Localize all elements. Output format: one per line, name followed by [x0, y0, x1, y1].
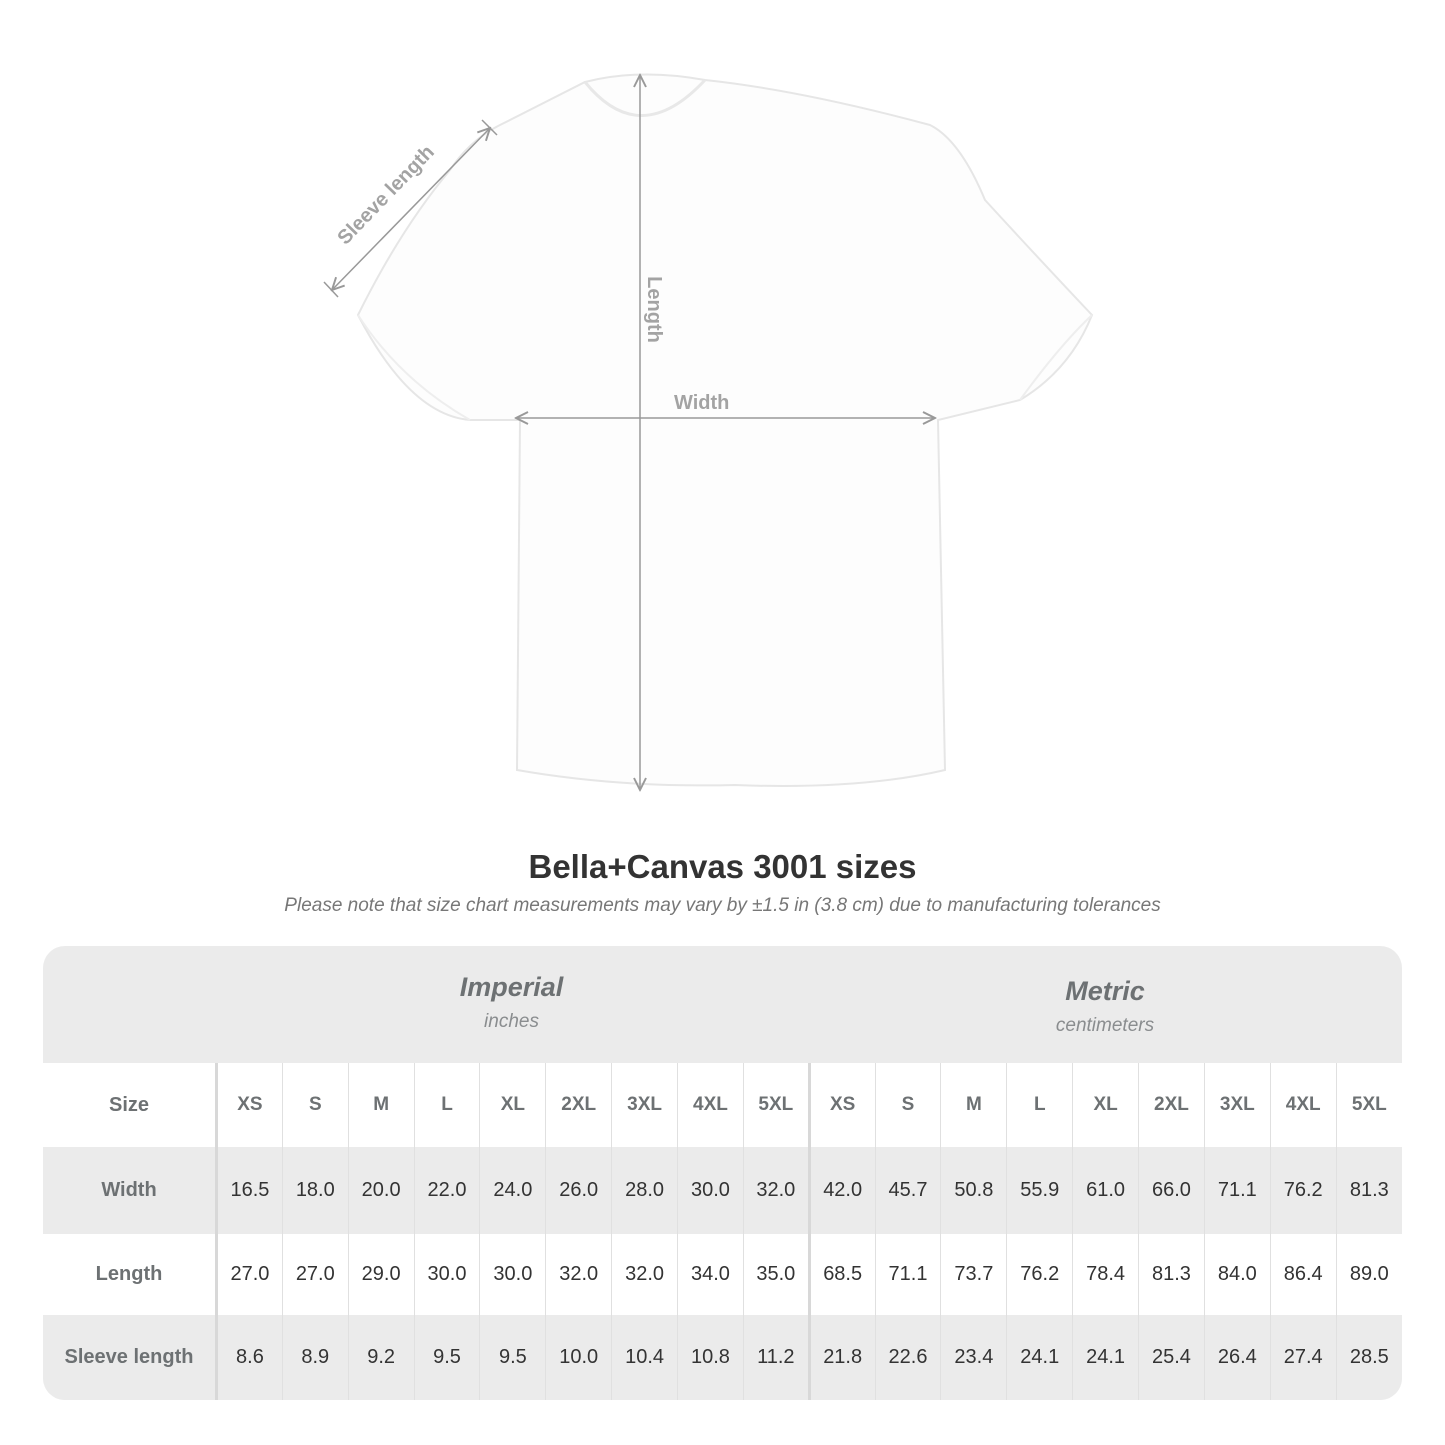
value-cell-imperial: 9.5 [479, 1315, 546, 1400]
sleeve-measure-line [332, 128, 490, 290]
size-header-imperial: L [413, 1063, 480, 1147]
value-cell-imperial: 18.0 [281, 1147, 349, 1234]
value-cell-metric: 76.2 [1006, 1234, 1073, 1315]
value-cell-metric: 81.3 [1335, 1147, 1402, 1234]
value-cell-metric: 50.8 [940, 1147, 1007, 1234]
value-cell-imperial: 10.0 [545, 1315, 612, 1400]
value-cell-metric: 71.1 [874, 1234, 941, 1315]
value-cell-imperial: 8.9 [281, 1315, 349, 1400]
value-cell-metric: 61.0 [1072, 1147, 1139, 1234]
size-table: Imperial inches Metric centimeters Size X… [43, 946, 1402, 1400]
value-cell-metric: 81.3 [1138, 1234, 1205, 1315]
imperial-header: Imperial inches [215, 946, 808, 1089]
size-header-row: Size XS S M L XL 2XL 3XL 4XL 5XL XS S M L XL 2XL 3XL 4XL 5… [43, 1063, 1402, 1147]
size-header-imperial: 3XL [611, 1063, 678, 1147]
value-cell-imperial: 22.0 [413, 1147, 480, 1234]
page-title: Bella+Canvas 3001 sizes [528, 848, 917, 885]
value-cell-metric: 66.0 [1138, 1147, 1205, 1234]
value-cell-imperial: 10.8 [677, 1315, 744, 1400]
row-label: Width [43, 1147, 218, 1234]
size-header-metric: XS [807, 1063, 876, 1147]
value-cell-imperial: 29.0 [347, 1234, 415, 1315]
value-cell-metric: 73.7 [940, 1234, 1007, 1315]
size-header-imperial: S [281, 1063, 349, 1147]
value-cell-imperial: 26.0 [545, 1147, 612, 1234]
value-cell-imperial: 32.0 [742, 1147, 810, 1234]
value-cell-imperial: 20.0 [347, 1147, 415, 1234]
size-header-metric: 2XL [1138, 1063, 1205, 1147]
value-cell-imperial: 30.0 [677, 1147, 744, 1234]
value-cell-imperial: 8.6 [216, 1315, 283, 1400]
value-cell-metric: 86.4 [1269, 1234, 1337, 1315]
value-cell-imperial: 34.0 [677, 1234, 744, 1315]
size-header-metric: M [940, 1063, 1007, 1147]
size-header-metric: S [874, 1063, 941, 1147]
value-cell-metric: 45.7 [874, 1147, 941, 1234]
value-cell-metric: 24.1 [1006, 1315, 1073, 1400]
value-cell-metric: 28.5 [1335, 1315, 1402, 1400]
tshirt-shape [356, 73, 1094, 787]
value-cell-imperial: 16.5 [216, 1147, 283, 1234]
size-header-metric: 5XL [1335, 1063, 1402, 1147]
imperial-unit: inches [484, 1011, 539, 1032]
row-label: Size [43, 1063, 218, 1147]
imperial-title: Imperial [459, 972, 564, 1002]
length-label: Length [642, 276, 665, 343]
value-cell-imperial: 35.0 [742, 1234, 810, 1315]
page-subtitle: Please note that size chart measurements… [284, 895, 1161, 916]
value-cell-metric: 26.4 [1203, 1315, 1271, 1400]
value-cell-imperial: 9.2 [347, 1315, 415, 1400]
value-cell-metric: 71.1 [1203, 1147, 1271, 1234]
size-header-imperial: 5XL [742, 1063, 810, 1147]
table-row: Length 27.0 27.0 29.0 30.0 30.0 32.0 32.0 34.0 35… [43, 1234, 1402, 1315]
value-cell-metric: 76.2 [1269, 1147, 1337, 1234]
size-header-imperial: M [347, 1063, 415, 1147]
value-cell-imperial: 24.0 [479, 1147, 546, 1234]
value-cell-imperial: 9.5 [413, 1315, 480, 1400]
size-header-metric: 3XL [1203, 1063, 1271, 1147]
value-cell-imperial: 28.0 [611, 1147, 678, 1234]
size-header-imperial: 4XL [677, 1063, 744, 1147]
value-cell-imperial: 10.4 [611, 1315, 678, 1400]
size-header-metric: XL [1072, 1063, 1139, 1147]
metric-title: Metric [1065, 976, 1145, 1006]
row-label: Length [43, 1234, 218, 1315]
width-label: Width [674, 392, 730, 414]
tshirt-diagram [323, 0, 1094, 830]
value-cell-metric: 55.9 [1006, 1147, 1073, 1234]
metric-header: Metric centimeters [808, 946, 1402, 1093]
value-cell-imperial: 27.0 [216, 1234, 283, 1315]
value-cell-imperial: 32.0 [611, 1234, 678, 1315]
table-row: Width 16.5 18.0 20.0 22.0 24.0 26.0 28.0 30.0 32.… [43, 1147, 1402, 1234]
size-grid: Size XS S M L XL 2XL 3XL 4XL 5XL XS S M L XL 2XL 3XL 4XL 5… [43, 1063, 1402, 1400]
size-header-metric: 4XL [1269, 1063, 1337, 1147]
value-cell-metric: 42.0 [807, 1147, 876, 1234]
value-cell-metric: 25.4 [1138, 1315, 1205, 1400]
value-cell-metric: 78.4 [1072, 1234, 1139, 1315]
table-row: Sleeve length 8.6 8.9 9.2 9.5 9.5 10.0 10.4 10.8… [43, 1315, 1402, 1400]
metric-unit: centimeters [1055, 1015, 1155, 1036]
size-header-imperial: XS [216, 1063, 283, 1147]
value-cell-imperial: 27.0 [281, 1234, 349, 1315]
value-cell-metric: 21.8 [807, 1315, 876, 1400]
size-header-metric: L [1006, 1063, 1073, 1147]
value-cell-imperial: 11.2 [742, 1315, 810, 1400]
value-cell-metric: 84.0 [1203, 1234, 1271, 1315]
value-cell-imperial: 32.0 [545, 1234, 612, 1315]
value-cell-imperial: 30.0 [413, 1234, 480, 1315]
value-cell-metric: 89.0 [1335, 1234, 1402, 1315]
value-cell-imperial: 30.0 [479, 1234, 546, 1315]
value-cell-metric: 23.4 [940, 1315, 1007, 1400]
value-cell-metric: 68.5 [807, 1234, 876, 1315]
size-header-imperial: XL [479, 1063, 546, 1147]
row-label: Sleeve length [43, 1315, 218, 1400]
value-cell-metric: 24.1 [1072, 1315, 1139, 1400]
size-header-imperial: 2XL [545, 1063, 612, 1147]
value-cell-metric: 22.6 [874, 1315, 941, 1400]
value-cell-metric: 27.4 [1269, 1315, 1337, 1400]
